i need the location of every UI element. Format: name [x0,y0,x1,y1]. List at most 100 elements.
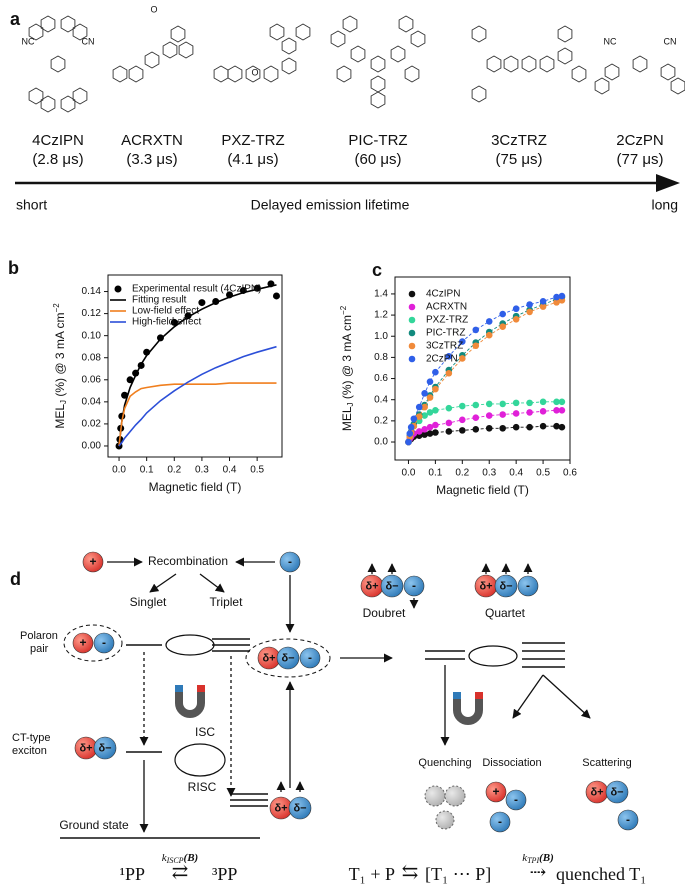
data-point [445,369,453,377]
charge-ball [505,789,527,811]
ct-exciton-label: CT-type [12,732,51,744]
structure-ring [281,57,297,75]
structure-ring [330,30,346,48]
charge-sign: δ− [385,580,398,592]
charge-ball [517,575,539,597]
doublet-label: Doubret [363,606,406,620]
x-tick-label: 0.3 [195,465,209,476]
data-point [472,401,480,409]
legend-label: High-field effect [132,317,202,328]
charge-ball [93,632,115,654]
plot-frame [394,276,571,461]
structure-ring [112,65,128,83]
structure-ring [594,77,610,95]
axis-start: short [16,197,47,213]
structure-ring [144,51,160,69]
structure-ring [295,23,311,41]
rate-symbol: k [522,852,528,864]
data-point [512,423,520,431]
legend-marker [408,342,416,350]
data-point [499,323,506,331]
structure-ring [269,23,285,41]
y-tick-label: 0.2 [374,416,388,427]
charge-ball [617,809,639,831]
charge-sign: δ+ [262,652,275,664]
dissociation-label: Dissociation [482,757,541,769]
x-tick-label: 0.1 [428,468,442,479]
structure-ring [28,87,44,105]
rate-subscript: ISCP [166,856,184,865]
structure-ring [281,37,297,55]
structure-ring [72,23,88,41]
structure-ring [162,41,178,59]
data-point [553,422,560,430]
structure-ring [404,65,420,83]
equation-term: T₁ + P [349,864,395,884]
panel-label: b [8,258,19,278]
legend-label: Fitting result [132,295,187,306]
data-point [426,430,434,437]
y-label-sub: J [59,400,68,404]
rate-argument: (B) [539,852,554,864]
axis-title: Delayed emission lifetime [251,197,410,213]
cycle-arrow [468,645,518,667]
y-tick-label: 0.0 [374,437,388,448]
structure-ring [670,77,685,95]
rate-constant: kISCP(B) [162,852,198,865]
y-label-sub: J [346,402,355,406]
structure-ring [410,30,426,48]
x-axis-label: Magnetic field (T) [436,483,529,497]
data-point [445,353,453,360]
structure-ring [521,55,537,73]
structure-ring [486,55,502,73]
y-label-main: MEL [53,404,67,429]
structure-ring [245,65,261,83]
data-point [421,431,428,438]
arrow [149,573,177,593]
legend-marker [408,316,416,324]
data-point [415,413,423,420]
structure-ring [263,65,279,83]
charge-sign: + [89,555,96,569]
structure-ring [40,95,56,113]
charge-ball [82,551,104,573]
magnet-pole [453,692,461,699]
y-tick-label: 0.6 [374,373,388,384]
data-point [426,423,434,431]
ground-state-label: Ground state [59,818,129,832]
legend-label: Experimental result (4CzIPN) [132,284,261,295]
legend-label: ACRXTN [426,302,467,313]
plot-frame [107,274,283,458]
x-tick-label: 0.0 [112,465,126,476]
data-point [499,424,506,432]
structure-ring [390,45,406,63]
molecule-lifetime: (3.3 μs) [126,151,177,168]
panel-label: a [10,9,21,29]
structure-ring [503,55,519,73]
series-line [118,382,277,447]
charge-sign: δ+ [274,802,287,814]
atom-label: CN [664,36,677,46]
molecule-name: PIC-TRZ [348,132,407,149]
data-point [170,318,178,326]
data-point [526,301,533,308]
structure-ring [213,65,229,83]
data-point [553,398,560,406]
data-point [459,416,466,424]
structure-ring [539,55,555,73]
x-tick-label: 0.5 [536,468,550,479]
charge-sign: - [412,579,416,593]
x-tick-label: 0.6 [563,468,577,479]
charge-ball [403,575,425,597]
charge-ball [288,796,312,820]
data-point [485,424,493,432]
structure-ring [557,25,573,43]
data-point [499,411,506,418]
arrow [199,573,225,593]
data-point [539,422,547,430]
data-point [426,394,434,401]
molecule-lifetime: (60 μs) [355,151,402,168]
rate-subscript: TPI [527,856,539,865]
data-point [553,293,560,301]
x-tick-label: 0.3 [482,468,496,479]
